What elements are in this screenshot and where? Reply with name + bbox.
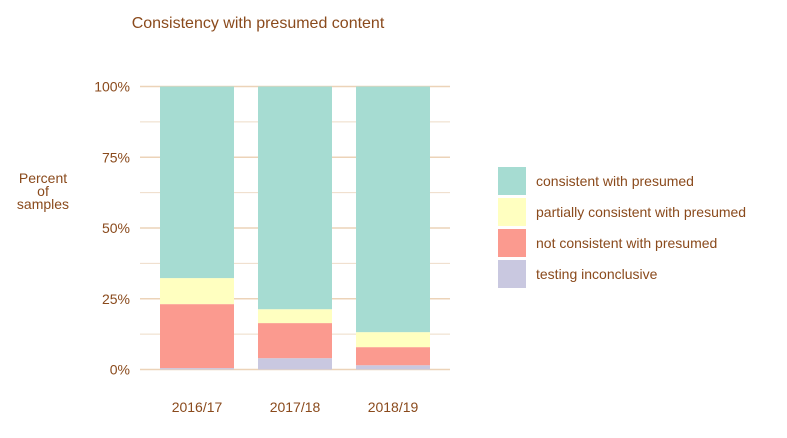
chart-title: Consistency with presumed content bbox=[132, 15, 385, 32]
y-axis-label: of bbox=[37, 183, 49, 199]
legend-label: not consistent with presumed bbox=[536, 235, 717, 251]
y-tick-label: 25% bbox=[102, 291, 130, 307]
bar-segment bbox=[160, 86, 234, 279]
bar-segment bbox=[258, 323, 332, 359]
y-axis-label: Percent bbox=[19, 170, 67, 186]
x-tick-label: 2017/18 bbox=[270, 399, 321, 415]
legend-swatch bbox=[498, 167, 526, 195]
bar-segment bbox=[258, 309, 332, 324]
bar-segment bbox=[160, 304, 234, 369]
bar-segment bbox=[356, 347, 430, 366]
legend-label: testing inconclusive bbox=[536, 266, 658, 282]
x-tick-label: 2018/19 bbox=[368, 399, 419, 415]
bar-segment bbox=[258, 86, 332, 310]
legend-swatch bbox=[498, 198, 526, 226]
bar-segment bbox=[356, 332, 430, 348]
x-tick-label: 2016/17 bbox=[172, 399, 223, 415]
bar-segment bbox=[258, 358, 332, 370]
y-axis-label: samples bbox=[17, 196, 69, 212]
legend-swatch bbox=[498, 260, 526, 288]
legend-label: partially consistent with presumed bbox=[536, 204, 746, 220]
legend-swatch bbox=[498, 229, 526, 257]
bar-segment bbox=[160, 368, 234, 370]
y-tick-label: 75% bbox=[102, 149, 130, 165]
y-tick-label: 50% bbox=[102, 220, 130, 236]
y-tick-label: 100% bbox=[94, 79, 130, 95]
bar-segment bbox=[160, 278, 234, 305]
bar-segment bbox=[356, 365, 430, 370]
legend-label: consistent with presumed bbox=[536, 173, 694, 189]
bar-segment bbox=[356, 86, 430, 333]
y-tick-label: 0% bbox=[110, 362, 130, 378]
